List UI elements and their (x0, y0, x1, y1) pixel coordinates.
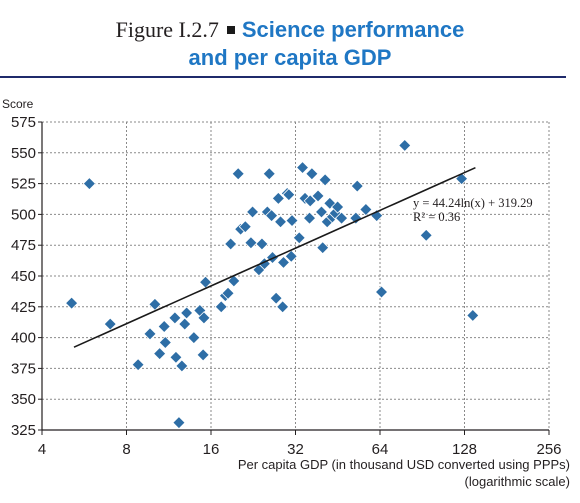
data-point (269, 291, 283, 305)
y-tick-label: 550 (11, 145, 36, 162)
tick-labels: 325 350 375 400 425 450 475 500 525 550 575 4 8 16 32 6… (11, 114, 562, 458)
figure-title-text-1: Science performance (241, 17, 465, 42)
y-tick-label: 475 (11, 237, 36, 254)
data-point (103, 317, 117, 331)
y-tick-label: 500 (11, 206, 36, 223)
data-point (187, 331, 201, 345)
data-point (374, 285, 389, 299)
x-tick-label: 4 (38, 441, 46, 458)
data-point (359, 202, 373, 217)
data-point (214, 300, 228, 314)
data-point (398, 138, 412, 152)
data-point (305, 167, 319, 181)
x-tick-label: 64 (372, 441, 389, 458)
data-point (158, 335, 172, 350)
data-point (245, 205, 260, 219)
data-point (82, 177, 96, 191)
square-bullet-icon (226, 25, 235, 34)
y-tick-label: 325 (11, 422, 36, 439)
data-point (178, 317, 192, 331)
x-tick-label: 128 (452, 441, 477, 458)
data-point (197, 311, 211, 325)
data-point (284, 249, 298, 263)
x-axis-label-line2: (logarithmic scale) (464, 474, 570, 489)
data-point (303, 194, 317, 208)
x-tick-label: 16 (203, 441, 220, 458)
data-point (169, 350, 183, 364)
data-point (331, 200, 345, 214)
x-axis-label-line1: Per capita GDP (in thousand USD converte… (237, 457, 570, 472)
data-point (349, 211, 363, 225)
figure-title: Figure I.2.7 Science performance and per … (0, 16, 580, 72)
trendline-equation: y = 44.24ln(x) + 319.29 (413, 196, 533, 210)
y-axis-label: Score (2, 97, 34, 111)
x-axis-label: Per capita GDP (in thousand USD converte… (238, 456, 570, 490)
data-point (311, 189, 325, 203)
data-point (153, 347, 167, 361)
x-tick-label: 8 (122, 441, 130, 458)
data-point (172, 416, 186, 430)
y-tick-label: 375 (11, 360, 36, 377)
figure-label: Figure I.2.7 (115, 17, 219, 42)
data-point (295, 161, 310, 175)
data-point (196, 348, 210, 362)
data-point (314, 205, 329, 219)
data-point (316, 241, 330, 255)
y-tick-label: 425 (11, 299, 36, 316)
figure-title-text-2: and per capita GDP (188, 45, 392, 70)
title-divider (0, 76, 566, 78)
axes (38, 121, 550, 435)
y-tick-label: 575 (11, 114, 36, 131)
data-point (65, 296, 79, 310)
data-point (175, 359, 189, 373)
data-point (276, 255, 291, 270)
data-point (231, 167, 245, 181)
y-tick-label: 450 (11, 268, 36, 285)
trendline-group (73, 166, 476, 348)
x-tick-label: 256 (536, 441, 561, 458)
data-point (419, 228, 433, 242)
data-point (255, 237, 269, 251)
figure-title-line1: Figure I.2.7 Science performance (0, 16, 580, 44)
data-point (131, 358, 145, 372)
data-point (221, 286, 235, 300)
y-tick-label: 400 (11, 330, 36, 347)
data-point (238, 220, 252, 234)
trendline-r-squared: R² = 0.36 (413, 210, 460, 224)
y-tick-label: 525 (11, 176, 36, 193)
data-point (168, 311, 182, 325)
data-point (224, 237, 238, 251)
y-tick-label: 350 (11, 391, 36, 408)
data-point (157, 319, 171, 334)
data-point (285, 213, 299, 228)
data-point (302, 211, 317, 225)
data-point (335, 211, 349, 225)
data-point (244, 236, 258, 250)
data-point (227, 274, 241, 288)
data-point (318, 173, 332, 187)
data-point (282, 188, 296, 202)
x-tick-label: 32 (287, 441, 304, 458)
gridlines (42, 121, 550, 430)
data-point (265, 209, 279, 223)
data-point (180, 306, 194, 320)
data-point (350, 179, 364, 193)
trendline (73, 166, 476, 348)
data-point (273, 215, 288, 229)
data-point (292, 231, 306, 245)
data-point (466, 308, 480, 322)
data-point (271, 191, 285, 205)
data-point (276, 300, 290, 314)
data-point (262, 167, 276, 181)
data-point (143, 327, 157, 341)
data-points (65, 138, 480, 430)
figure-title-line2: and per capita GDP (0, 44, 580, 72)
